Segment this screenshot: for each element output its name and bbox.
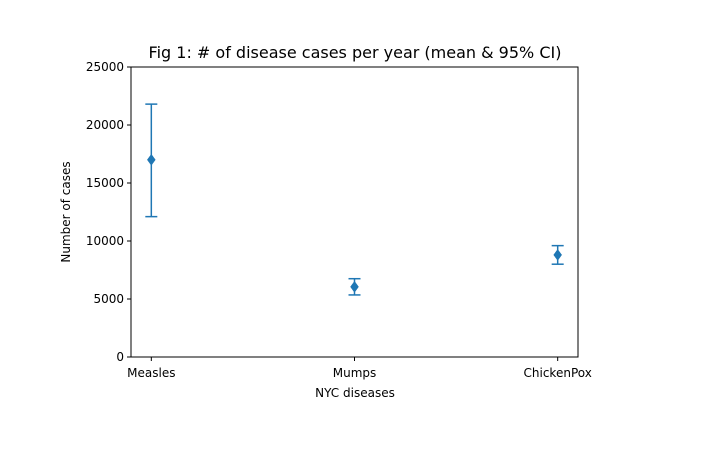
x-axis-label: NYC diseases: [315, 386, 395, 400]
x-tick-label-2: ChickenPox: [524, 366, 592, 380]
y-tick-label-0: 0: [116, 350, 124, 364]
y-tick-label-5: 25000: [86, 60, 124, 74]
y-tick-label-1: 5000: [93, 292, 124, 306]
y-tick-label-4: 20000: [86, 118, 124, 132]
y-tick-label-2: 10000: [86, 234, 124, 248]
x-tick-label-1: Mumps: [333, 366, 377, 380]
y-axis-label: Number of cases: [59, 161, 73, 262]
mean-marker-chickenpox: [553, 248, 562, 261]
mean-marker-measles: [147, 153, 156, 166]
y-axis-ticks: 0 5000 10000 15000 20000 25000: [86, 60, 131, 364]
x-axis-ticks: Measles Mumps ChickenPox: [127, 357, 592, 380]
mean-marker-mumps: [350, 280, 359, 293]
plot-area: [130, 66, 579, 358]
data-marks: [145, 103, 564, 296]
chart-title: Fig 1: # of disease cases per year (mean…: [149, 43, 562, 62]
y-tick-label-3: 15000: [86, 176, 124, 190]
x-tick-label-0: Measles: [127, 366, 175, 380]
